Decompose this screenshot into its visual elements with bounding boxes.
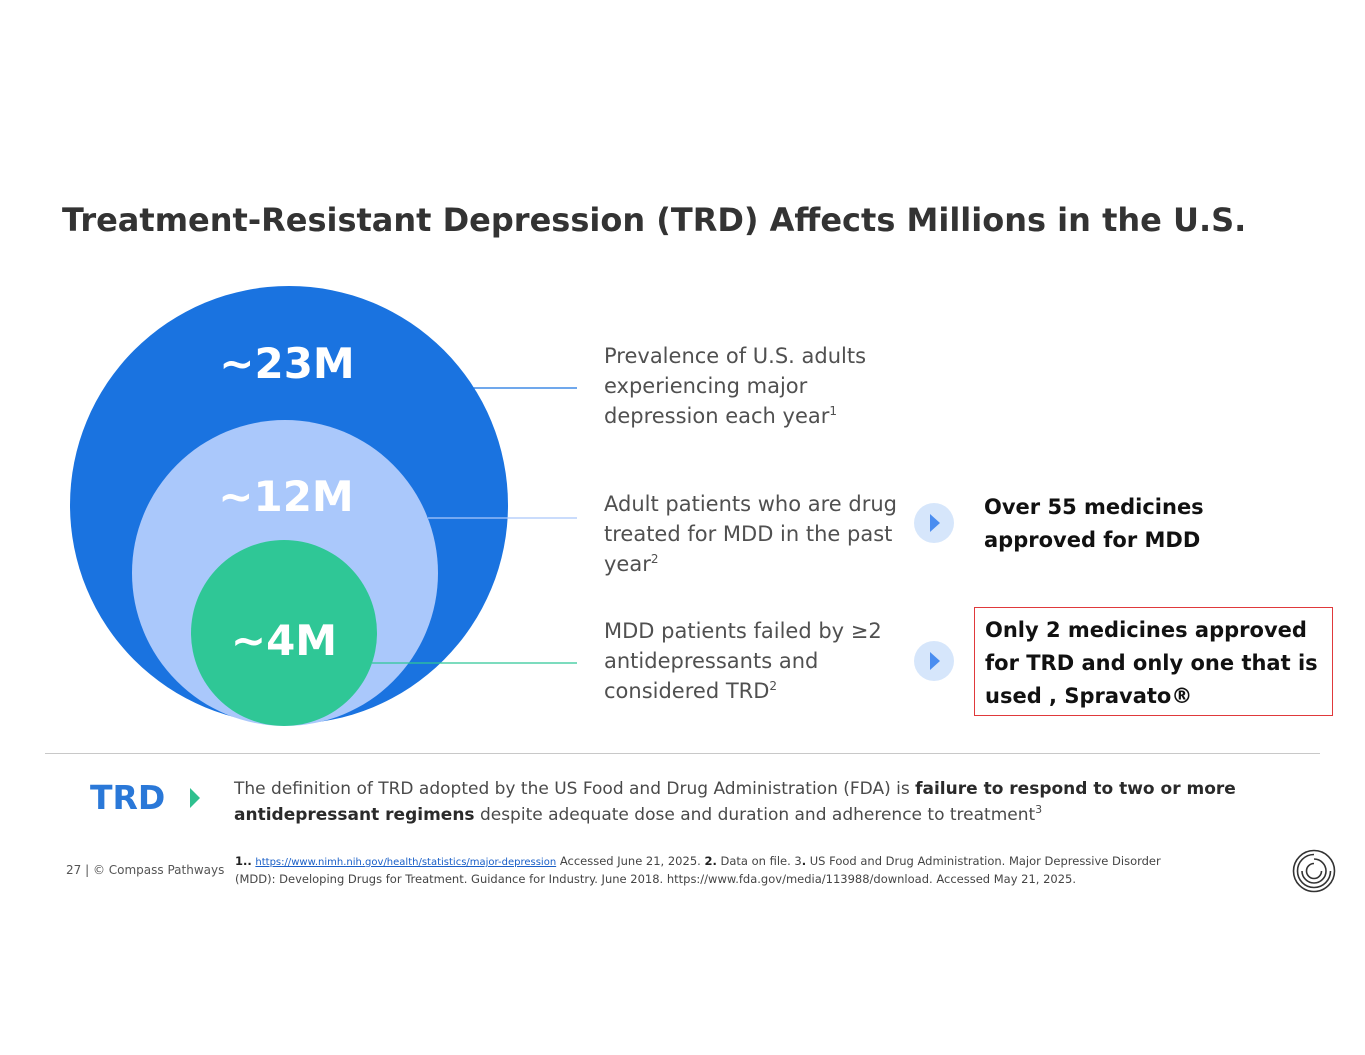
trd-definition: The definition of TRD adopted by the US … [234, 776, 1274, 828]
definition-emphasis: failure to respond to two or more antide… [234, 779, 1236, 825]
description-1-text: Prevalence of U.S. adults experiencing m… [604, 344, 867, 428]
description-2-ref: 2 [650, 552, 659, 566]
description-3-ref: 2 [769, 679, 778, 693]
circle-outer-label: ~23M [219, 339, 354, 388]
footnote-2-text: Data on file. 3 [716, 854, 802, 868]
description-1-ref: 1 [829, 404, 838, 418]
arrow-right-icon [914, 503, 954, 543]
circle-middle-label: ~12M [218, 472, 353, 521]
description-adults-major-depression: Prevalence of U.S. adults experiencing m… [604, 341, 904, 431]
description-2-text: Adult patients who are drug treated for … [604, 492, 897, 576]
footnote-3-number: . [801, 854, 807, 868]
section-divider [45, 753, 1320, 754]
footnote-2-number: 2. [704, 854, 717, 868]
callout-trd-medicines: Only 2 medicines approved for TRD and on… [974, 607, 1333, 716]
compass-logo-icon [1292, 849, 1336, 893]
footnote-1-link[interactable]: https://www.nimh.nih.gov/health/statisti… [255, 857, 557, 868]
trd-label: TRD [90, 778, 166, 817]
description-drug-treated-mdd: Adult patients who are drug treated for … [604, 489, 904, 579]
definition-text-end: despite adequate dose and duration and a… [474, 805, 1036, 825]
circle-inner-label: ~4M [231, 616, 337, 665]
circle-inner [191, 540, 377, 726]
triangle-right-icon [190, 788, 200, 808]
arrow-right-icon [914, 641, 954, 681]
footnotes: 1.. https://www.nimh.nih.gov/health/stat… [235, 853, 1195, 887]
definition-ref: 3 [1035, 803, 1043, 816]
description-trd-patients: MDD patients failed by ≥2 antidepressant… [604, 616, 904, 706]
footnote-1-text: Accessed June 21, 2025. [556, 854, 705, 868]
page-footer: 27 | © Compass Pathways [66, 863, 225, 877]
callout-mdd-medicines: Over 55 medicines approved for MDD [984, 495, 1204, 552]
footnote-3-text: US Food and Drug Administration. Major D… [235, 854, 1161, 886]
page-title: Treatment-Resistant Depression (TRD) Aff… [62, 201, 1247, 239]
footnote-1-number: 1.. [235, 854, 252, 868]
description-3-text: MDD patients failed by ≥2 antidepressant… [604, 619, 882, 703]
definition-text: The definition of TRD adopted by the US … [234, 779, 916, 799]
